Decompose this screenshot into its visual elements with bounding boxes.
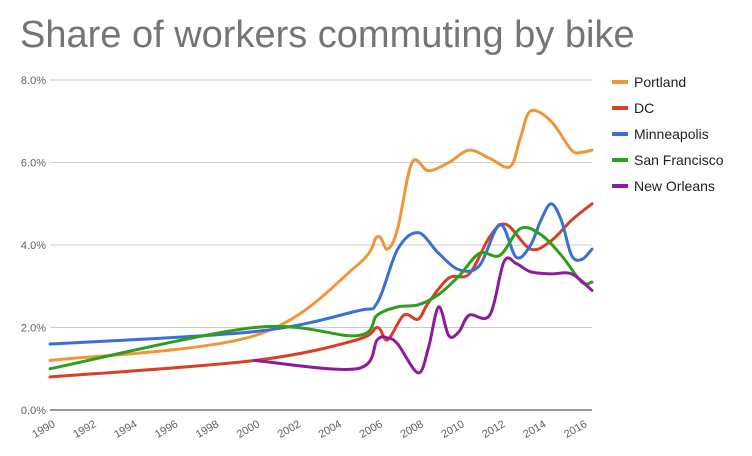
legend-label: San Francisco (634, 152, 724, 168)
x-tick-label: 1996 (153, 418, 180, 441)
x-tick-label: 2002 (276, 418, 303, 441)
x-tick-label: 2014 (521, 418, 548, 441)
legend-label: New Orleans (634, 178, 715, 194)
legend: Portland DC Minneapolis San Francisco New Or… (612, 74, 724, 194)
x-tick-labels: 1990 1992 1994 1996 1998 2000 2002 2004 2006 2008… (30, 418, 589, 441)
y-tick-label: 0.0% (21, 405, 46, 417)
x-tick-label: 2016 (562, 418, 589, 441)
x-tick-label: 2008 (398, 418, 425, 441)
legend-label: Minneapolis (634, 126, 709, 142)
legend-label: DC (634, 100, 654, 116)
y-tick-label: 4.0% (21, 240, 46, 252)
series-line-portland (48, 108, 594, 362)
x-tick-label: 2000 (235, 418, 262, 441)
series-line-dc (48, 202, 594, 379)
chart-title: Share of workers commuting by bike (20, 14, 635, 56)
x-tick-label: 1992 (71, 418, 98, 441)
series-line-minneapolis (48, 202, 594, 346)
legend-label: Portland (634, 74, 686, 90)
x-tick-label: 2010 (439, 418, 466, 441)
series-line-new-orleans (253, 256, 594, 375)
y-tick-label: 8.0% (21, 75, 46, 87)
x-tick-label: 1998 (194, 418, 221, 441)
x-tick-label: 2004 (317, 418, 344, 441)
x-tick-label: 1994 (112, 418, 139, 441)
y-tick-label: 2.0% (21, 323, 46, 335)
gridlines (50, 79, 592, 411)
series-line-san-francisco (48, 225, 594, 371)
x-tick-label: 2012 (480, 418, 507, 441)
y-tick-label: 6.0% (21, 158, 46, 170)
y-tick-labels: 0.0% 2.0% 4.0% 6.0% 8.0% (21, 75, 46, 417)
x-tick-label: 2006 (358, 418, 385, 441)
x-tick-label: 1990 (30, 418, 57, 441)
series-lines (48, 108, 594, 379)
